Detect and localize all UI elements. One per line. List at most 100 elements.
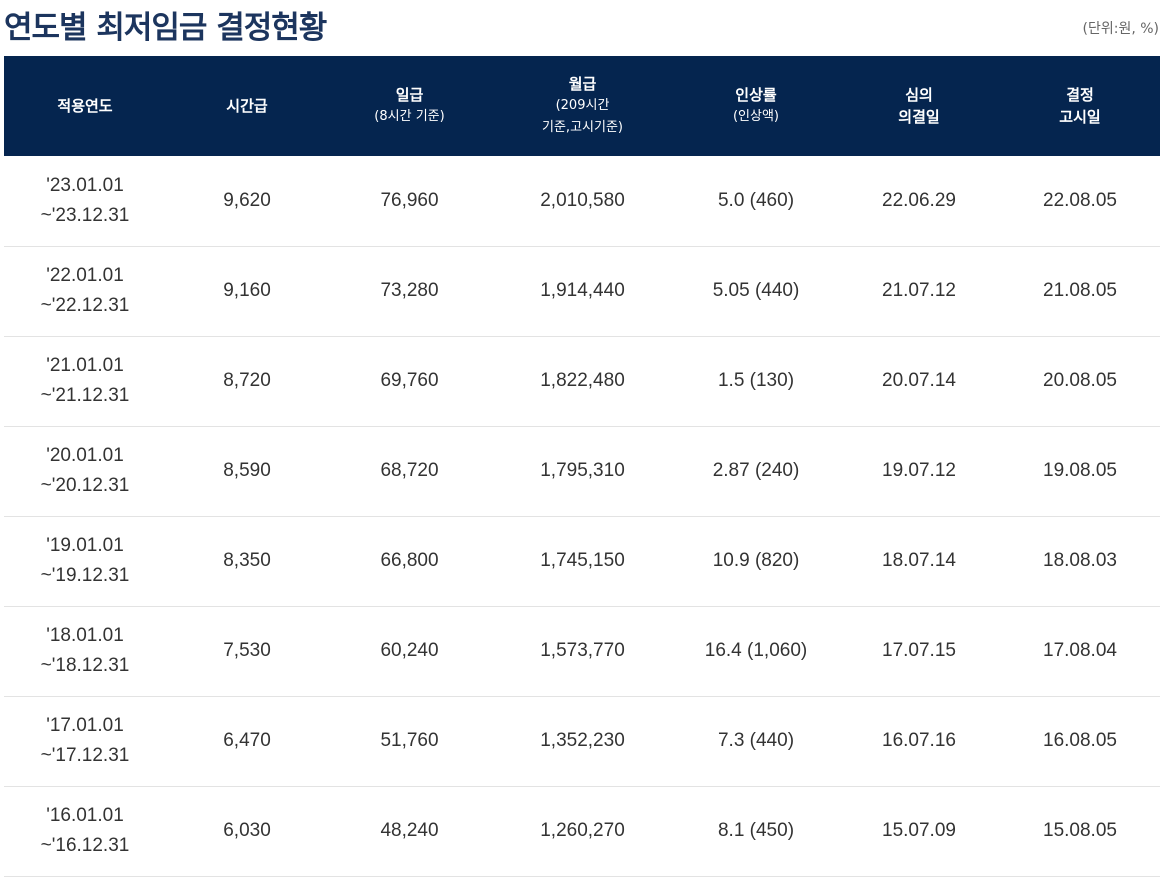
cell-notice-date: 22.08.05 [1043, 189, 1117, 211]
col-header-monthly: 월급 (209시간 기준,고시기준) [491, 56, 674, 156]
cell-period: '18.01.01 ~'18.12.31 [4, 606, 166, 696]
period-end: ~'18.12.31 [40, 655, 130, 676]
cell-daily: 73,280 [380, 280, 439, 301]
cell-rate: 16.4 (1,060) [704, 640, 808, 661]
col-header-monthly-sub-1: (209시간 [555, 98, 610, 113]
cell-decision-date: 22.06.29 [882, 189, 956, 211]
cell-hourly: 8,590 [223, 460, 271, 481]
cell-daily: 60,240 [380, 640, 439, 661]
cell-decision-date: 16.07.16 [882, 730, 956, 751]
cell-rate: 8.1 (450) [717, 820, 795, 841]
cell-decision-date: 21.07.12 [882, 280, 956, 301]
cell-monthly: 1,914,440 [540, 280, 625, 301]
cell-period: '19.01.01 ~'19.12.31 [4, 516, 166, 606]
cell-hourly: 8,350 [223, 550, 271, 571]
table-row: '20.01.01 ~'20.12.31 8,590 68,720 1,795,… [4, 426, 1160, 516]
header-row: 적용연도 시간급 일급 (8시간 기준) 월급 (209시간 기준,고시기준) … [4, 56, 1160, 156]
cell-notice-date: 15.08.05 [1043, 820, 1117, 841]
cell-hourly: 9,160 [223, 280, 271, 301]
col-header-decision-line2: 의결일 [898, 108, 940, 126]
col-header-decision: 심의 의결일 [838, 56, 1000, 156]
period-start: '17.01.01 [46, 715, 124, 736]
cell-decision-date: 17.07.15 [882, 640, 956, 661]
col-header-notice-line2: 고시일 [1059, 108, 1101, 126]
cell-rate: 5.05 (440) [712, 280, 800, 301]
col-header-year: 적용연도 [4, 56, 166, 156]
cell-monthly: 2,010,580 [540, 189, 625, 211]
cell-rate: 10.9 (820) [712, 550, 800, 571]
cell-monthly: 1,573,770 [540, 640, 625, 661]
col-header-monthly-label: 월급 [568, 75, 597, 93]
col-header-notice: 결정 고시일 [1000, 56, 1160, 156]
cell-daily: 51,760 [380, 730, 439, 751]
cell-decision-date: 18.07.14 [882, 550, 956, 571]
col-header-daily-sub: (8시간 기준) [374, 109, 445, 124]
cell-notice-date: 18.08.03 [1043, 550, 1117, 571]
cell-decision-date: 19.07.12 [882, 460, 956, 481]
col-header-daily-label: 일급 [395, 86, 424, 104]
cell-hourly: 7,530 [223, 640, 271, 661]
cell-notice-date: 21.08.05 [1043, 280, 1117, 301]
period-start: '23.01.01 [46, 174, 124, 196]
table-row: '23.01.01 ~'23.12.31 9,620 76,960 2,010,… [4, 156, 1160, 246]
cell-daily: 66,800 [380, 550, 439, 571]
col-header-hourly-label: 시간급 [226, 97, 268, 115]
cell-daily: 48,240 [380, 820, 439, 841]
cell-period: '20.01.01 ~'20.12.31 [4, 426, 166, 516]
cell-hourly: 6,470 [223, 730, 271, 751]
period-start: '21.01.01 [46, 355, 124, 376]
unit-note: (단위:원, %) [1082, 21, 1159, 37]
cell-period: '23.01.01 ~'23.12.31 [4, 156, 166, 246]
period-end: ~'16.12.31 [40, 835, 130, 856]
cell-daily: 68,720 [380, 460, 439, 481]
cell-monthly: 1,260,270 [540, 820, 625, 841]
period-end: ~'19.12.31 [40, 565, 130, 586]
cell-hourly: 6,030 [223, 820, 271, 841]
cell-rate: 7.3 (440) [717, 730, 795, 751]
cell-daily: 76,960 [380, 189, 439, 211]
cell-rate: 2.87 (240) [712, 460, 800, 481]
period-end: ~'20.12.31 [40, 475, 130, 496]
cell-monthly: 1,745,150 [540, 550, 625, 571]
cell-period: '22.01.01 ~'22.12.31 [4, 246, 166, 336]
table-row: '19.01.01 ~'19.12.31 8,350 66,800 1,745,… [4, 516, 1160, 606]
col-header-rate-label: 인상률 [735, 86, 777, 104]
col-header-monthly-sub-2: 기준,고시기준) [542, 120, 623, 135]
period-start: '19.01.01 [46, 535, 124, 556]
page-title: 연도별 최저임금 결정현황 [4, 10, 327, 46]
col-header-year-label: 적용연도 [57, 97, 113, 115]
period-end: ~'23.12.31 [40, 204, 130, 226]
table-row: '22.01.01 ~'22.12.31 9,160 73,280 1,914,… [4, 246, 1160, 336]
cell-hourly: 9,620 [223, 189, 271, 211]
col-header-decision-line1: 심의 [905, 86, 933, 104]
cell-hourly: 8,720 [223, 370, 271, 391]
title-row: 연도별 최저임금 결정현황 (단위:원, %) [0, 0, 1165, 56]
cell-monthly: 1,795,310 [540, 460, 625, 481]
col-header-daily: 일급 (8시간 기준) [328, 56, 491, 156]
cell-rate: 1.5 (130) [717, 370, 795, 391]
period-end: ~'22.12.31 [40, 295, 130, 316]
period-start: '22.01.01 [46, 265, 124, 286]
table-row: '18.01.01 ~'18.12.31 7,530 60,240 1,573,… [4, 606, 1160, 696]
cell-notice-date: 19.08.05 [1043, 460, 1117, 481]
period-start: '18.01.01 [46, 625, 124, 646]
cell-monthly: 1,352,230 [540, 730, 625, 751]
cell-notice-date: 16.08.05 [1043, 730, 1117, 751]
period-end: ~'17.12.31 [40, 745, 130, 766]
col-header-rate-sub: (인상액) [732, 109, 780, 124]
cell-rate: 5.0 (460) [717, 189, 795, 211]
cell-period: '16.01.01 ~'16.12.31 [4, 786, 166, 876]
table-body: '23.01.01 ~'23.12.31 9,620 76,960 2,010,… [4, 156, 1160, 876]
cell-daily: 69,760 [380, 370, 439, 391]
minimum-wage-table: 적용연도 시간급 일급 (8시간 기준) 월급 (209시간 기준,고시기준) … [4, 56, 1160, 877]
col-header-hourly: 시간급 [166, 56, 328, 156]
cell-monthly: 1,822,480 [540, 370, 625, 391]
cell-period: '21.01.01 ~'21.12.31 [4, 336, 166, 426]
cell-decision-date: 15.07.09 [882, 820, 956, 841]
period-start: '16.01.01 [46, 805, 124, 826]
cell-notice-date: 17.08.04 [1043, 640, 1117, 661]
period-end: ~'21.12.31 [40, 385, 130, 406]
table-row: '16.01.01 ~'16.12.31 6,030 48,240 1,260,… [4, 786, 1160, 876]
table-row: '17.01.01 ~'17.12.31 6,470 51,760 1,352,… [4, 696, 1160, 786]
col-header-notice-line1: 결정 [1066, 86, 1094, 104]
